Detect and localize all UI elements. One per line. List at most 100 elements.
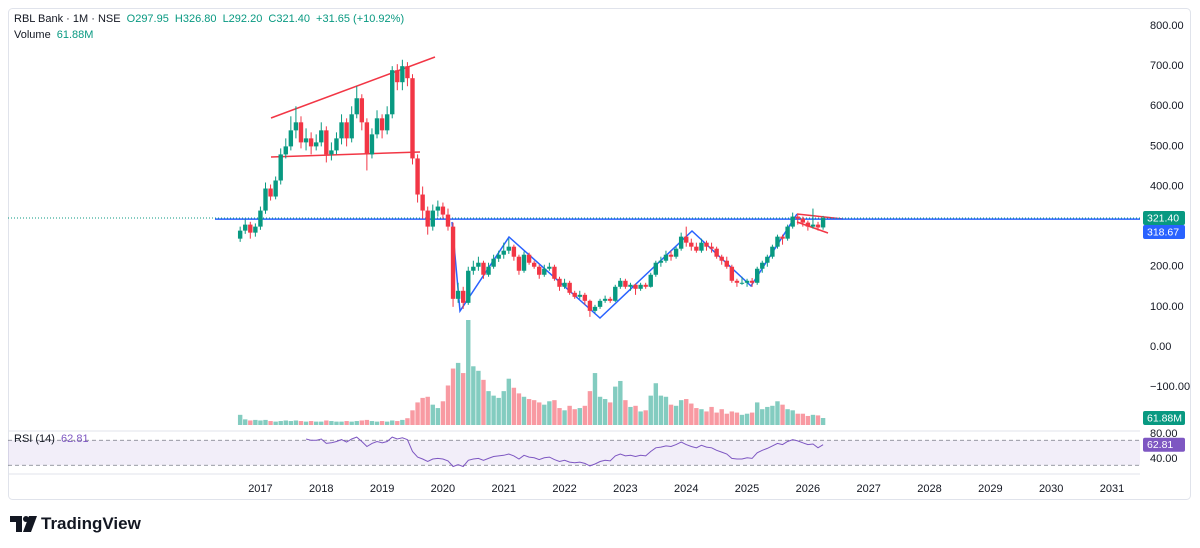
candle-body (334, 138, 339, 151)
candle-body (537, 266, 542, 275)
candle-body (491, 258, 496, 267)
y-tick-label: −100.00 (1150, 381, 1190, 393)
candle-body (496, 254, 501, 259)
volume-bar (496, 397, 501, 425)
volume-bar (237, 414, 243, 425)
candle-body (248, 224, 253, 233)
volume-label-text: 61.88M (1147, 412, 1182, 424)
candle-body (395, 70, 400, 83)
volume-bar (775, 401, 780, 425)
candle-body (638, 284, 643, 289)
candle-body (415, 158, 420, 195)
candle-body (673, 248, 679, 257)
candle-body (658, 260, 664, 263)
volume-bar (739, 414, 745, 425)
volume-bar (557, 408, 562, 425)
volume-bar (613, 386, 618, 425)
candle-body (253, 226, 258, 233)
volume-label-box (1143, 411, 1185, 425)
candle-body (263, 188, 268, 211)
candle-body (577, 294, 582, 297)
volume-bar (293, 420, 299, 425)
candle-body (623, 280, 628, 287)
volume-bar (455, 362, 461, 425)
rsi-line (305, 436, 824, 468)
candle-body (390, 70, 395, 115)
candle-body (455, 290, 461, 299)
volume-bar (795, 413, 800, 425)
candle-body (308, 138, 314, 147)
ohlc-low: L292.20 (222, 13, 263, 25)
volume-bar (592, 373, 598, 425)
ohlc-change: +31.65 (+10.92%) (316, 13, 405, 25)
volume-bar (699, 409, 704, 425)
candle-body (739, 282, 745, 284)
volume-bar (364, 419, 370, 425)
candle-body (754, 268, 760, 283)
volume-bar (673, 405, 679, 425)
last-price-label-box (1143, 211, 1185, 226)
volume-bar (526, 399, 532, 425)
candle-body (587, 300, 593, 311)
volume-bar (800, 413, 806, 425)
candle-body (643, 284, 648, 287)
y-tick-label: 200.00 (1150, 261, 1184, 273)
candle-body (663, 254, 669, 261)
volume-bar (319, 421, 324, 425)
volume-bar (729, 411, 735, 425)
candle-body (440, 206, 446, 215)
x-tick-label: 2027 (856, 483, 880, 495)
candle-body (258, 210, 263, 227)
candle-body (460, 290, 466, 303)
candle-body (597, 300, 603, 307)
candle-body (684, 236, 689, 243)
volume-bar (760, 409, 765, 425)
volume-bar (552, 400, 557, 425)
volume-bar (435, 408, 441, 425)
volume-bar (724, 413, 729, 425)
volume-bar (390, 420, 395, 425)
rsi-label: 62.81 (1143, 437, 1185, 452)
volume-bar (273, 421, 278, 425)
level-label: 318.67 (1143, 225, 1185, 240)
volume-bar (628, 406, 633, 425)
y-tick-label: 400.00 (1150, 180, 1184, 192)
volume-bar (400, 419, 405, 425)
volume-value: 61.88M (56, 29, 94, 41)
candle-body (288, 130, 294, 147)
volume-bar (643, 410, 648, 425)
x-tick-label: 2028 (917, 483, 941, 495)
volume-bar (395, 421, 400, 425)
volume-bar (511, 387, 517, 425)
candle-body (790, 216, 795, 227)
candle-body (633, 284, 638, 289)
candle-body (815, 224, 821, 228)
volume-bar (268, 421, 273, 425)
y-tick-label: 800.00 (1150, 20, 1184, 32)
candle-body (374, 118, 380, 135)
candle-body (592, 306, 598, 311)
volume-bar (562, 410, 567, 425)
volume-bar (481, 379, 486, 425)
candle-body (384, 114, 390, 131)
candle-body (547, 266, 552, 269)
candle-body (719, 256, 724, 261)
chart-frame (8, 8, 1191, 500)
candle-body (785, 226, 790, 239)
candle-body (481, 262, 486, 275)
candle-body (668, 254, 674, 257)
x-tick-label: 2026 (796, 483, 820, 495)
volume-bar (379, 421, 385, 425)
volume-bar (288, 421, 294, 425)
volume-bar (263, 419, 268, 425)
x-tick-label: 2025 (735, 483, 759, 495)
candle-body (293, 122, 299, 131)
volume-bar (324, 420, 329, 425)
rsi-label-box (1143, 437, 1185, 452)
candle-body (714, 248, 719, 257)
candle-body (582, 294, 588, 301)
volume-bar (709, 406, 714, 425)
candle-body (425, 210, 430, 227)
candle-body (775, 236, 780, 247)
volume-bar (638, 411, 643, 425)
